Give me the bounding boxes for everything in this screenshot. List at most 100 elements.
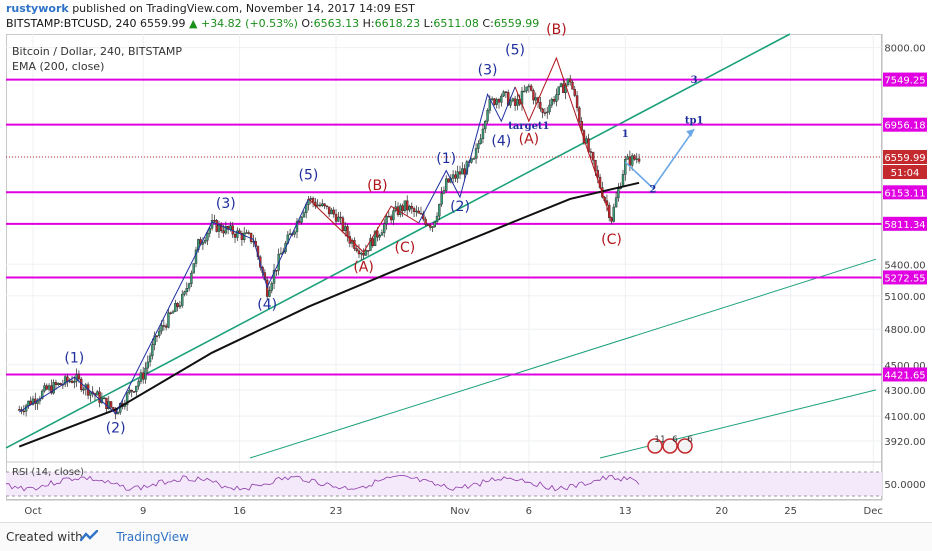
wave-label: (C)	[601, 232, 622, 248]
candle-body	[498, 99, 500, 102]
candle-body	[594, 160, 596, 170]
candle-body	[452, 175, 454, 179]
candle-body	[103, 398, 105, 399]
candle-body	[344, 226, 346, 230]
tradingview-link[interactable]: TradingView	[116, 530, 189, 544]
price-axis-label: 6559.99	[884, 153, 925, 164]
price-axis-label: 5811.34	[884, 220, 925, 231]
candle-body	[482, 129, 484, 139]
candle-body	[627, 157, 629, 160]
price-chart[interactable]: (1) (2) (3) (4) (5) (B) (A) (C) (1) (2) (3) (4) (5) (…	[0, 0, 932, 520]
candle-body	[347, 226, 349, 236]
legend-symbol: Bitcoin / Dollar, 240, BITSTAMP	[12, 44, 182, 59]
candle-body	[475, 149, 477, 159]
candle-body	[535, 98, 537, 100]
price-axis-label: 5400.00	[884, 260, 925, 271]
candle-body	[496, 99, 498, 104]
candle-body	[429, 225, 431, 227]
candle-body	[301, 217, 303, 222]
wave-label: (2)	[106, 420, 126, 436]
tradingview-logo-icon	[80, 530, 98, 542]
candle-body	[379, 235, 381, 237]
candle-body	[461, 169, 463, 175]
candle-body	[167, 313, 169, 328]
candle-body	[431, 227, 433, 228]
chart-annotation: 1	[622, 129, 629, 140]
wave-label: (5)	[299, 167, 319, 183]
candle-body	[390, 217, 392, 220]
candle-body	[340, 217, 342, 218]
candle-body	[342, 218, 344, 231]
candle-body	[78, 375, 80, 379]
price-axis-label: 8000.00	[884, 44, 925, 55]
candle-body	[551, 99, 553, 105]
price-axis-label: 4100.00	[884, 412, 925, 423]
candle-body	[480, 139, 482, 144]
candle-body	[298, 222, 300, 223]
candle-body	[624, 159, 626, 174]
candle-body	[310, 198, 312, 199]
candle-body	[473, 158, 475, 159]
candle-body	[399, 206, 401, 215]
candle-body	[216, 220, 218, 231]
candle-body	[177, 303, 179, 307]
candle-body	[505, 92, 507, 93]
candle-body	[613, 207, 615, 221]
candle-body	[631, 156, 633, 166]
candle-body	[142, 373, 144, 380]
time-axis-label: 16	[233, 506, 246, 517]
candle-body	[360, 253, 362, 254]
candle-body	[388, 216, 390, 217]
candle-body	[149, 356, 151, 362]
candle-body	[530, 86, 532, 91]
price-axis-label: 5100.00	[884, 292, 925, 303]
candle-body	[592, 152, 594, 160]
wave-label: (B)	[367, 178, 388, 194]
time-axis-label: 23	[330, 506, 343, 517]
candle-body	[427, 224, 429, 225]
candle-body	[402, 206, 404, 211]
candle-body	[181, 294, 183, 305]
candle-body	[546, 112, 548, 113]
chart-annotation: target1	[508, 121, 549, 132]
candle-body	[99, 392, 101, 403]
trendline-lower	[250, 259, 876, 458]
candle-body	[484, 121, 486, 129]
candle-body	[188, 284, 190, 289]
candle-body	[165, 326, 167, 328]
time-axis-label: Dec	[864, 506, 883, 517]
candle-body	[112, 407, 114, 409]
wave-label: (1)	[64, 350, 84, 366]
time-axis-label: Nov	[450, 506, 470, 517]
candle-body	[464, 169, 466, 175]
candle-body	[404, 201, 406, 211]
candle-body	[448, 179, 450, 182]
time-axis-label: Oct	[24, 506, 41, 517]
candle-body	[418, 211, 420, 213]
candle-body	[425, 219, 427, 224]
candle-body	[629, 157, 631, 166]
wave-label: (4)	[491, 133, 511, 149]
candle-body	[516, 99, 518, 105]
wave-label: (2)	[450, 199, 470, 215]
candle-body	[335, 214, 337, 221]
candle-body	[234, 234, 236, 237]
candle-body	[532, 90, 534, 100]
candle-body	[184, 292, 186, 294]
candle-body	[161, 325, 163, 331]
candle-body	[105, 398, 107, 409]
chart-annotation: 3	[691, 75, 698, 86]
wave-label: (1)	[436, 151, 456, 167]
candle-body	[567, 79, 569, 85]
candle-body	[27, 401, 29, 406]
candle-body	[248, 233, 250, 234]
candle-body	[558, 87, 560, 95]
candle-body	[542, 109, 544, 113]
wave-label: (A)	[519, 132, 540, 148]
candle-body	[193, 263, 195, 273]
candle-body	[83, 389, 85, 390]
candle-body	[138, 381, 140, 386]
candle-body	[319, 205, 321, 206]
price-axis-label: 7549.25	[884, 76, 925, 87]
candle-body	[363, 253, 365, 255]
